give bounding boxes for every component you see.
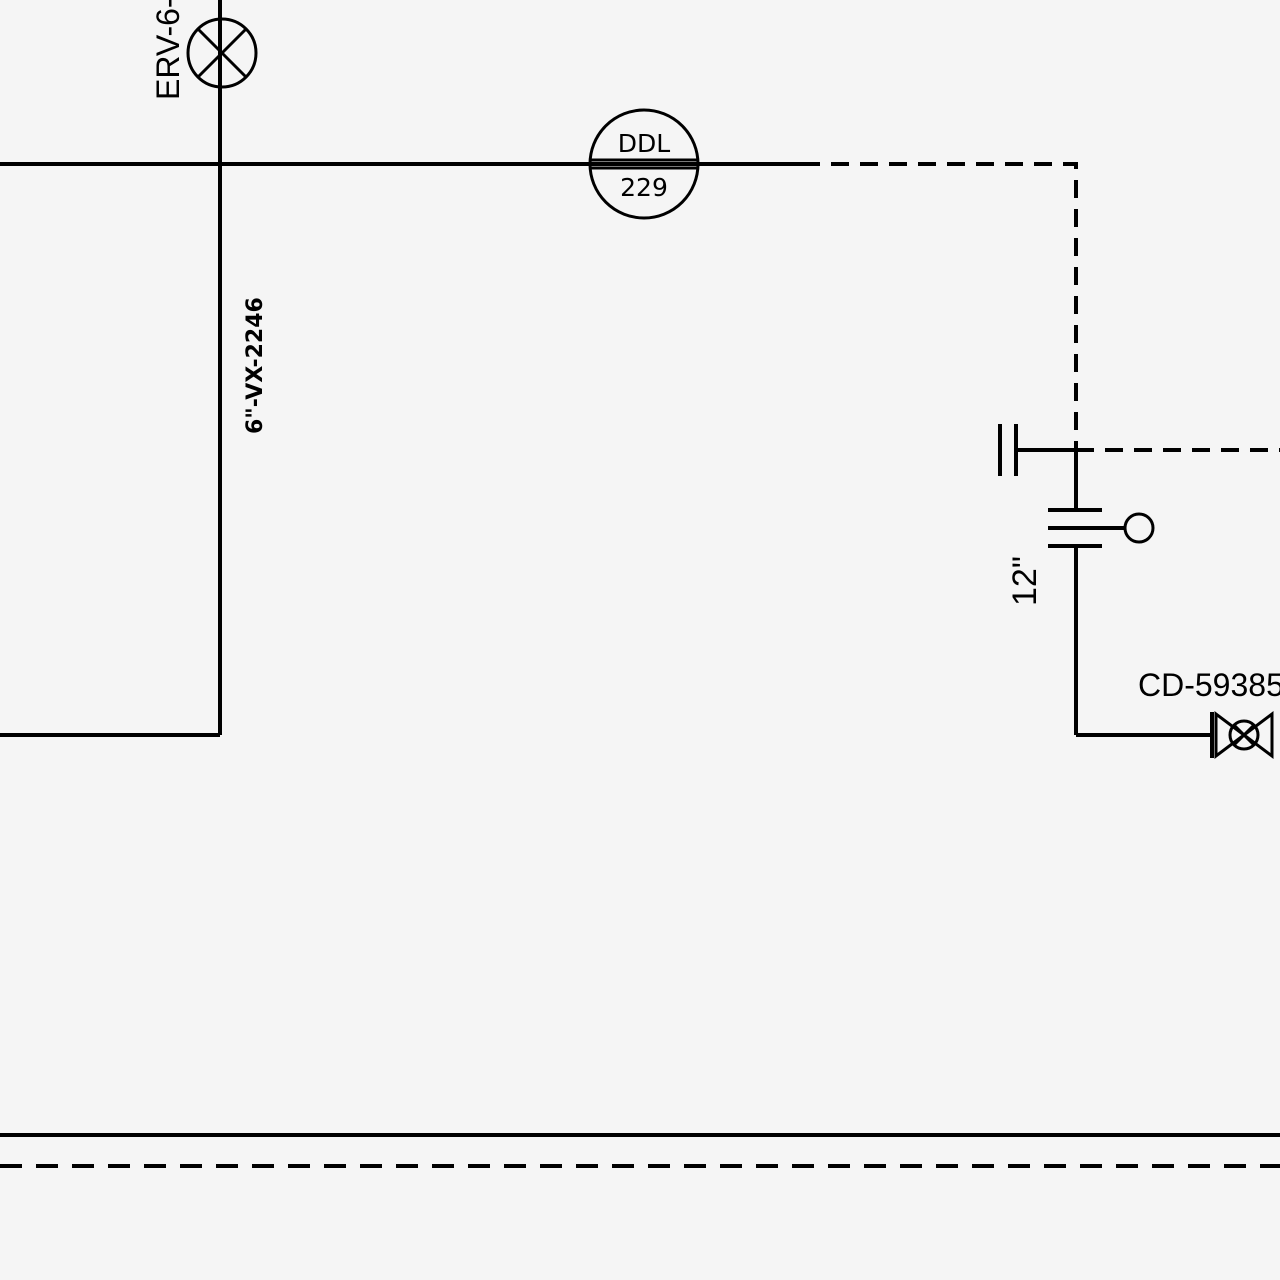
flange-pair-symbol bbox=[1048, 508, 1155, 548]
pipe-size-label: 12" bbox=[1006, 556, 1044, 606]
line-spec-label: 6"-VX-2246 bbox=[243, 297, 268, 434]
instrument-bubble[interactable] bbox=[0, 108, 802, 220]
relief-valve-symbol[interactable] bbox=[186, 17, 258, 89]
control-valve-symbol[interactable] bbox=[1210, 711, 1274, 759]
blind-flange-symbol bbox=[998, 424, 1076, 476]
signal-line-upper bbox=[802, 162, 1078, 450]
relief-valve-tag: ERV-6- bbox=[150, 0, 186, 100]
instrument-number: 229 bbox=[620, 173, 668, 202]
instrument-function: DDL bbox=[618, 129, 671, 158]
control-valve-tag: CD-59385 bbox=[1138, 667, 1280, 703]
